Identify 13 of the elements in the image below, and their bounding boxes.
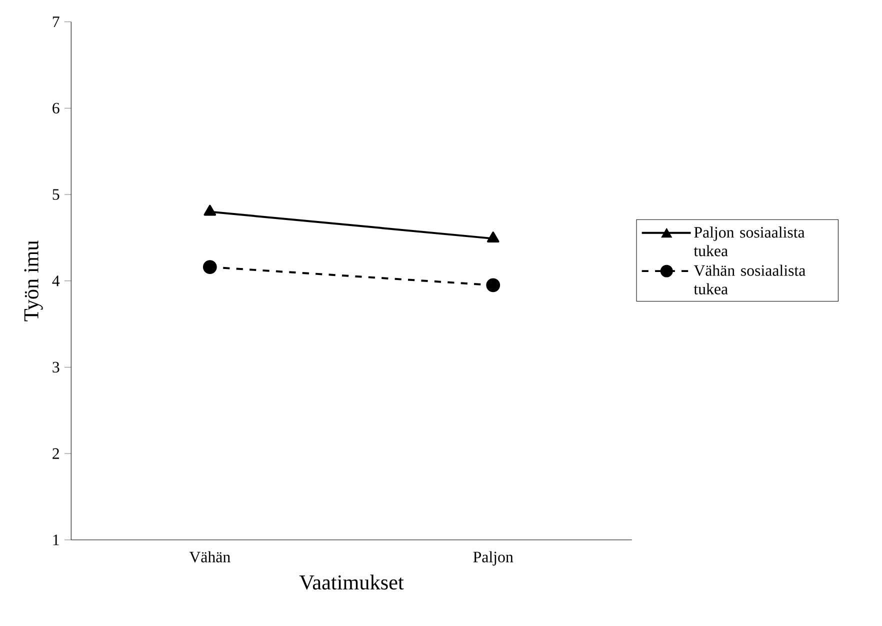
y-tick-label: 3 [52, 362, 60, 372]
y-axis-title: Työn imu [24, 240, 43, 322]
y-tick-label: 5 [52, 189, 60, 200]
y-tick-label: 2 [52, 448, 59, 459]
y-tick-label: 4 [52, 276, 60, 286]
legend-label: Paljon sosiaalista tukea [694, 226, 805, 256]
x-tick-label: Vähän [189, 551, 230, 562]
x-axis-title: Vaatimukset [299, 574, 404, 590]
y-tick-label: 1 [53, 534, 59, 546]
y-tick-label: 7 [52, 16, 60, 27]
y-tick-label: 6 [52, 102, 60, 114]
x-tick-label: Paljon [473, 551, 514, 566]
legend-label: Vähän sosiaalista tukea [694, 264, 806, 294]
